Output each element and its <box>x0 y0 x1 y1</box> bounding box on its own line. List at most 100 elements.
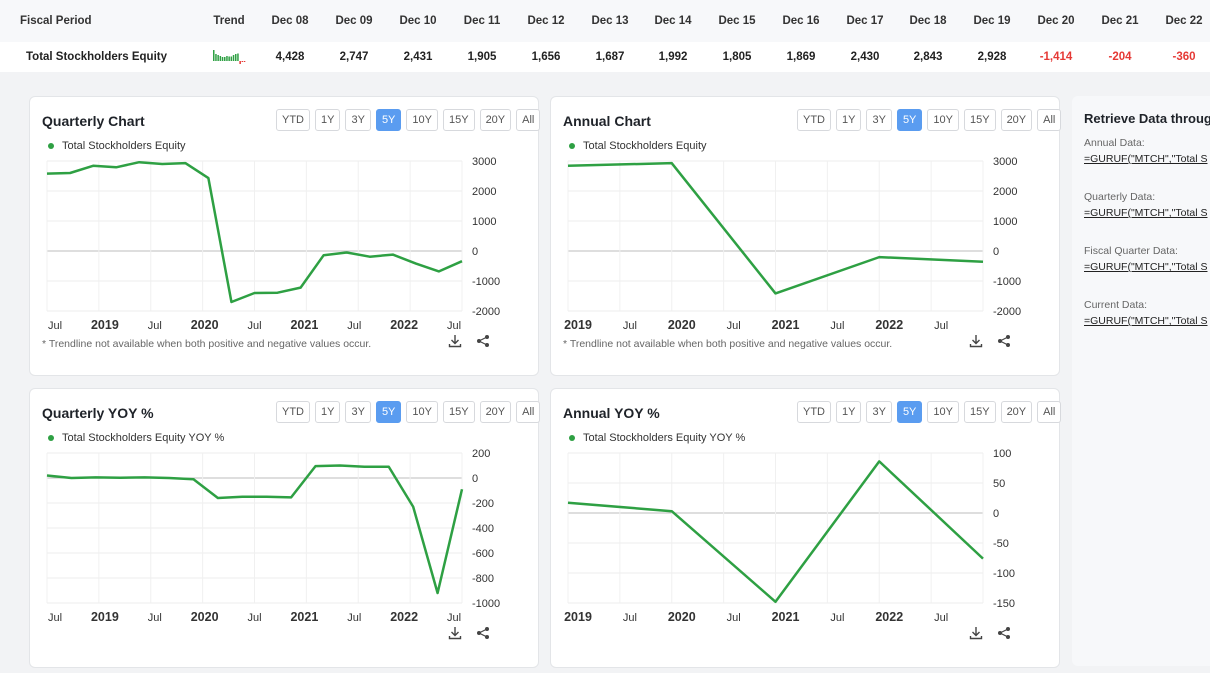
quarterly-yoy-card: Quarterly YOY % YTD 1Y 3Y 5Y 10Y 15Y 20Y… <box>29 388 541 668</box>
period-header: Dec 20 <box>1037 15 1075 27</box>
range-5y-button[interactable]: 5Y <box>896 401 923 423</box>
chart-legend[interactable]: Total Stockholders Equity YOY % <box>48 432 224 444</box>
annual-line-chart: 3000 2000 1000 0 -1000 -2000 2019 Jul 2020 Jul 202… <box>564 156 1021 332</box>
download-icon[interactable] <box>448 626 462 640</box>
x-tick-label: Jul <box>247 612 261 624</box>
legend-label: Total Stockholders Equity YOY % <box>583 432 746 444</box>
legend-label: Total Stockholders Equity YOY % <box>62 432 225 444</box>
y-tick-label: -600 <box>472 548 494 560</box>
x-tick-label: Jul <box>934 320 948 332</box>
share-icon[interactable] <box>997 334 1011 348</box>
range-20y-button[interactable]: 20Y <box>1000 401 1033 423</box>
y-tick-label: 0 <box>993 246 999 258</box>
range-ytd-button[interactable]: YTD <box>276 109 310 131</box>
share-icon[interactable] <box>997 626 1011 640</box>
period-header: Dec 11 <box>463 15 501 27</box>
y-tick-label: -1000 <box>472 276 500 288</box>
range-10y-button[interactable]: 10Y <box>927 109 959 131</box>
fiscal-quarter-data-formula[interactable]: =GURUF("MTCH","Total S <box>1084 261 1208 273</box>
legend-label: Total Stockholders Equity <box>583 140 707 152</box>
y-tick-label: -100 <box>993 568 1015 580</box>
quarterly-line-chart: 3000 2000 1000 0 -1000 -2000 Jul 2019 Jul 2020 Jul… <box>46 156 500 332</box>
table-cell-negative: -204 <box>1108 51 1132 63</box>
range-ytd-button[interactable]: YTD <box>797 401 831 423</box>
range-5y-button[interactable]: 5Y <box>375 401 402 423</box>
download-icon[interactable] <box>969 334 983 348</box>
period-header: Dec 16 <box>782 15 820 27</box>
period-header: Dec 14 <box>654 15 692 27</box>
x-tick-label: Jul <box>447 612 461 624</box>
range-1y-button[interactable]: 1Y <box>315 401 341 423</box>
range-20y-button[interactable]: 20Y <box>479 109 512 131</box>
annual-yoy-card: Annual YOY % YTD 1Y 3Y 5Y 10Y 15Y 20Y Al… <box>550 388 1062 668</box>
table-cell: 2,928 <box>977 51 1007 63</box>
download-icon[interactable] <box>969 626 983 640</box>
range-20y-button[interactable]: 20Y <box>479 401 512 423</box>
y-tick-label: -800 <box>472 573 494 585</box>
legend-dot <box>48 435 54 441</box>
x-tick-label: Jul <box>623 320 637 332</box>
x-tick-label: Jul <box>934 612 948 624</box>
chart-legend[interactable]: Total Stockholders Equity YOY % <box>569 432 745 444</box>
x-tick-label: 2021 <box>290 318 318 332</box>
period-header: Dec 08 <box>271 15 309 27</box>
table-cell-negative: -360 <box>1172 51 1196 63</box>
range-3y-button[interactable]: 3Y <box>866 109 892 131</box>
range-1y-button[interactable]: 1Y <box>836 401 862 423</box>
table-cell: 1,805 <box>722 51 752 63</box>
range-10y-button[interactable]: 10Y <box>406 401 438 423</box>
x-tick-label: 2021 <box>772 610 800 624</box>
range-3y-button[interactable]: 3Y <box>345 109 371 131</box>
range-15y-button[interactable]: 15Y <box>442 109 475 131</box>
share-icon[interactable] <box>476 626 490 640</box>
x-tick-label: 2020 <box>191 610 219 624</box>
period-header: Dec 17 <box>846 15 884 27</box>
chart-actions <box>448 334 490 348</box>
table-cell: 1,656 <box>531 51 561 63</box>
chart-legend[interactable]: Total Stockholders Equity <box>48 140 186 152</box>
annual-chart-card: Annual Chart YTD 1Y 3Y 5Y 10Y 15Y 20Y Al… <box>550 96 1062 376</box>
share-icon[interactable] <box>476 334 490 348</box>
range-15y-button[interactable]: 15Y <box>963 109 996 131</box>
range-10y-button[interactable]: 10Y <box>927 401 959 423</box>
range-15y-button[interactable]: 15Y <box>442 401 475 423</box>
range-1y-button[interactable]: 1Y <box>315 109 341 131</box>
period-header: Dec 12 <box>527 15 565 27</box>
range-3y-button[interactable]: 3Y <box>345 401 371 423</box>
y-tick-label: 2000 <box>472 186 496 198</box>
annual-data-formula[interactable]: =GURUF("MTCH","Total S <box>1084 153 1208 165</box>
x-tick-label: 2022 <box>875 610 903 624</box>
y-tick-label: -200 <box>472 498 494 510</box>
x-tick-label: Jul <box>727 612 741 624</box>
range-all-button[interactable]: All <box>516 109 541 131</box>
download-icon[interactable] <box>448 334 462 348</box>
table-cell: 1,869 <box>786 51 816 63</box>
range-10y-button[interactable]: 10Y <box>406 109 438 131</box>
range-5y-button[interactable]: 5Y <box>375 109 402 131</box>
range-20y-button[interactable]: 20Y <box>1000 109 1033 131</box>
range-15y-button[interactable]: 15Y <box>963 401 996 423</box>
period-header: Dec 09 <box>335 15 373 27</box>
range-ytd-button[interactable]: YTD <box>797 109 831 131</box>
fiscal-quarter-data-label: Fiscal Quarter Data: <box>1084 245 1178 257</box>
y-tick-label: 0 <box>472 473 478 485</box>
chart-legend[interactable]: Total Stockholders Equity <box>569 140 707 152</box>
x-tick-label: 2021 <box>290 610 318 624</box>
range-1y-button[interactable]: 1Y <box>836 109 862 131</box>
range-all-button[interactable]: All <box>516 401 541 423</box>
period-header: Dec 19 <box>973 15 1011 27</box>
y-tick-label: 100 <box>993 448 1011 460</box>
x-tick-label: Jul <box>623 612 637 624</box>
range-5y-button[interactable]: 5Y <box>896 109 923 131</box>
series-line <box>46 464 464 595</box>
trend-header: Trend <box>213 15 245 27</box>
period-header: Dec 15 <box>718 15 756 27</box>
current-data-formula[interactable]: =GURUF("MTCH","Total S <box>1084 315 1208 327</box>
quarterly-data-formula[interactable]: =GURUF("MTCH","Total S <box>1084 207 1208 219</box>
y-tick-label: -400 <box>472 523 494 535</box>
range-ytd-button[interactable]: YTD <box>276 401 310 423</box>
range-all-button[interactable]: All <box>1037 109 1062 131</box>
range-3y-button[interactable]: 3Y <box>866 401 892 423</box>
range-all-button[interactable]: All <box>1037 401 1062 423</box>
x-tick-label: 2019 <box>91 318 119 332</box>
